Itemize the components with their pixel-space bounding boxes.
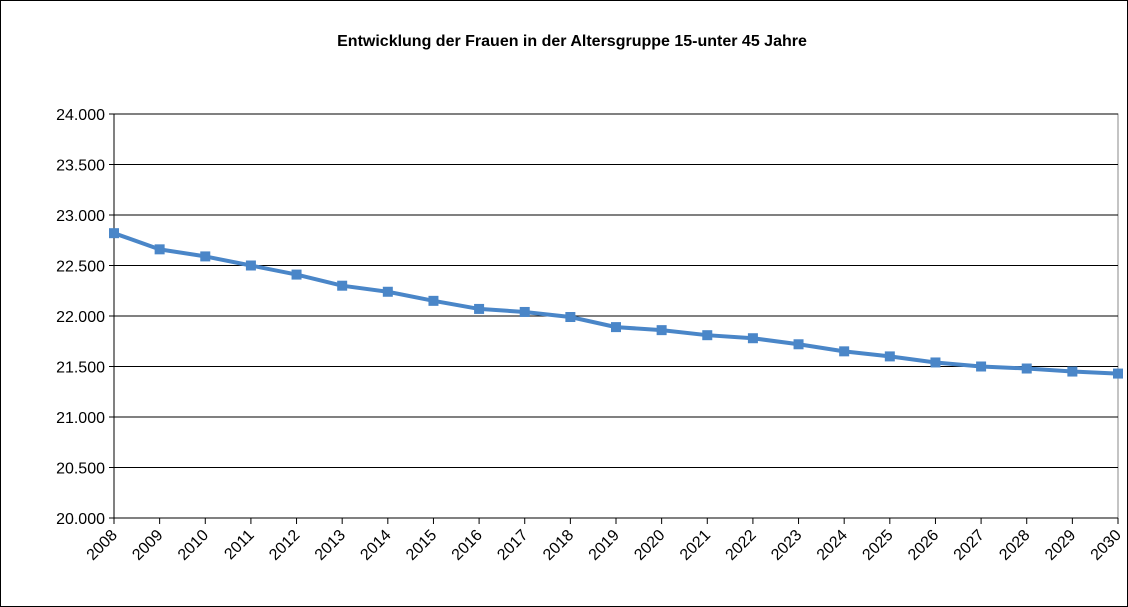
y-tick-label: 20.500 [56, 461, 105, 478]
marker [245, 260, 256, 271]
chart-title: Entwicklung der Frauen in der Altersgrup… [337, 33, 807, 50]
y-tick-label: 22.500 [56, 259, 105, 276]
marker [474, 303, 485, 314]
y-tick-label: 23.500 [56, 158, 105, 175]
marker [884, 351, 895, 362]
marker [611, 322, 621, 333]
marker [747, 333, 758, 344]
y-tick-label: 22.000 [56, 309, 105, 326]
y-tick-label: 20.000 [56, 511, 105, 528]
marker [337, 280, 348, 291]
marker [1067, 366, 1078, 377]
marker [291, 269, 302, 280]
marker [793, 339, 804, 350]
marker [656, 325, 667, 336]
marker [382, 286, 393, 297]
marker [1021, 363, 1032, 374]
marker [976, 361, 987, 372]
marker [154, 244, 165, 255]
marker [519, 306, 530, 317]
marker [428, 295, 439, 306]
marker [565, 312, 576, 323]
marker [930, 357, 941, 368]
y-tick-label: 24.000 [56, 107, 105, 124]
marker [200, 251, 211, 262]
y-tick-label: 23.000 [56, 208, 105, 225]
marker [1113, 368, 1123, 379]
y-tick-label: 21.000 [56, 410, 105, 427]
marker [839, 346, 850, 357]
y-tick-label: 21.500 [56, 360, 105, 377]
marker [702, 330, 713, 341]
marker [109, 228, 119, 239]
